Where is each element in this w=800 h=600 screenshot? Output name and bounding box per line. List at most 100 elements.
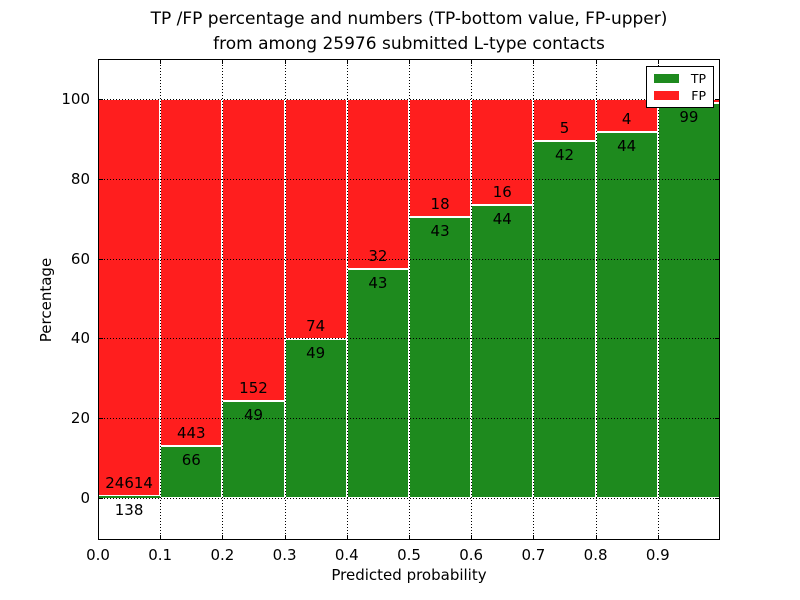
legend: TP FP xyxy=(646,66,714,108)
bar-fp-segment xyxy=(98,99,161,496)
bar-tp-segment xyxy=(409,216,472,498)
x-tick-mark xyxy=(471,535,473,540)
y-tick-mark xyxy=(98,178,103,180)
y-tick-label: 80 xyxy=(70,169,90,188)
y-tick-mark xyxy=(98,498,103,499)
bar-tp-segment xyxy=(160,446,223,498)
bar-tp-segment xyxy=(346,269,409,498)
x-tick-mark xyxy=(222,535,224,540)
y-tick-label: 20 xyxy=(70,409,90,428)
tp-count-label: 42 xyxy=(554,146,575,165)
fp-count-label: 4 xyxy=(621,110,632,129)
legend-swatch-fp-icon xyxy=(654,91,679,100)
x-tick-label: 0.2 xyxy=(210,546,235,564)
bar-fp-segment xyxy=(533,99,596,142)
bar-fp-segment xyxy=(284,99,347,340)
y-tick-label: 0 xyxy=(80,489,90,507)
plot-area: 24614 138 443 66 152 49 74 49 32 43 18 43 16 44 5 42 4 44… xyxy=(98,59,720,540)
x-tick-mark xyxy=(595,59,597,64)
y-tick-mark xyxy=(715,258,720,260)
x-tick-label: 0.8 xyxy=(583,546,608,564)
gridline-vertical xyxy=(284,59,286,540)
y-tick-label: 40 xyxy=(70,329,90,348)
gridline-vertical xyxy=(346,59,348,540)
x-tick-mark xyxy=(657,535,659,540)
fp-count-label: 443 xyxy=(176,424,206,443)
legend-label: FP xyxy=(691,88,706,103)
x-tick-mark xyxy=(160,59,162,64)
x-tick-mark xyxy=(409,59,410,64)
fp-count-label: 16 xyxy=(492,183,512,202)
tp-count-label: 138 xyxy=(114,500,144,519)
fp-count-label: 18 xyxy=(430,194,450,213)
x-tick-mark xyxy=(657,59,659,64)
chart-title-line1: TP /FP percentage and numbers (TP-bottom… xyxy=(150,9,668,29)
bar-fp-segment xyxy=(222,99,285,401)
chart-title-line2: from among 25976 submitted L-type contac… xyxy=(213,34,605,54)
bar-tp-segment xyxy=(471,205,534,498)
x-tick-mark xyxy=(98,59,99,64)
x-tick-label: 0.6 xyxy=(459,546,484,564)
x-tick-mark xyxy=(346,535,348,540)
gridline-vertical xyxy=(657,59,659,540)
bar-fp-segment xyxy=(160,99,223,447)
x-tick-mark xyxy=(595,535,597,540)
fp-count-label: 24614 xyxy=(105,473,153,492)
y-tick-mark xyxy=(715,498,720,499)
x-tick-mark xyxy=(719,59,720,64)
x-tick-mark xyxy=(222,59,224,64)
x-tick-mark xyxy=(471,59,473,64)
tp-count-label: 44 xyxy=(617,137,637,156)
y-tick-mark xyxy=(98,99,103,100)
bar-fp-segment xyxy=(471,99,534,206)
fp-count-label: 5 xyxy=(559,119,570,138)
x-tick-label: 0.3 xyxy=(272,546,297,564)
tp-count-label: 66 xyxy=(181,451,201,470)
x-tick-mark xyxy=(346,59,348,64)
fp-count-label: 74 xyxy=(306,317,326,336)
gridline-vertical xyxy=(471,59,473,540)
chart-title: TP /FP percentage and numbers (TP-bottom… xyxy=(98,7,720,57)
tp-count-label: 49 xyxy=(243,405,264,424)
y-tick-mark xyxy=(98,418,103,420)
tp-count-label: 44 xyxy=(492,210,512,229)
legend-item: FP xyxy=(654,89,706,102)
x-tick-mark xyxy=(533,535,535,540)
y-tick-mark xyxy=(98,258,103,260)
x-tick-mark xyxy=(98,535,99,540)
fp-count-label: 152 xyxy=(239,378,268,397)
y-tick-label: 60 xyxy=(70,249,90,268)
y-tick-mark xyxy=(715,338,720,340)
y-tick-mark xyxy=(715,99,720,100)
gridline-vertical xyxy=(409,59,410,540)
x-tick-label: 0.5 xyxy=(397,546,421,564)
bar-tp-segment xyxy=(595,132,658,498)
x-tick-label: 0.7 xyxy=(521,546,546,564)
y-tick-mark xyxy=(715,418,720,420)
gridline-vertical xyxy=(533,59,535,540)
gridline-vertical xyxy=(595,59,597,540)
x-axis-label: Predicted probability xyxy=(331,566,487,584)
legend-swatch-tp-icon xyxy=(654,74,679,83)
tp-count-label: 49 xyxy=(306,344,326,363)
x-tick-mark xyxy=(284,535,286,540)
y-tick-mark xyxy=(715,178,720,180)
bar-fp-segment xyxy=(595,99,658,133)
tp-count-label: 43 xyxy=(368,274,388,293)
y-tick-label: 100 xyxy=(61,90,90,108)
x-tick-mark xyxy=(284,59,286,64)
x-tick-label: 0.4 xyxy=(334,546,359,564)
x-tick-label: 0.1 xyxy=(148,546,173,564)
tp-count-label: 99 xyxy=(679,107,699,126)
x-tick-mark xyxy=(533,59,535,64)
legend-label: TP xyxy=(690,71,706,86)
gridline-vertical xyxy=(160,59,162,540)
gridline-vertical xyxy=(222,59,224,540)
x-tick-mark xyxy=(160,535,162,540)
bar-tp-segment xyxy=(533,141,596,498)
x-tick-label: 0.0 xyxy=(86,546,110,564)
legend-item: TP xyxy=(654,72,706,85)
tp-count-label: 43 xyxy=(430,221,450,240)
x-tick-mark xyxy=(719,535,720,540)
